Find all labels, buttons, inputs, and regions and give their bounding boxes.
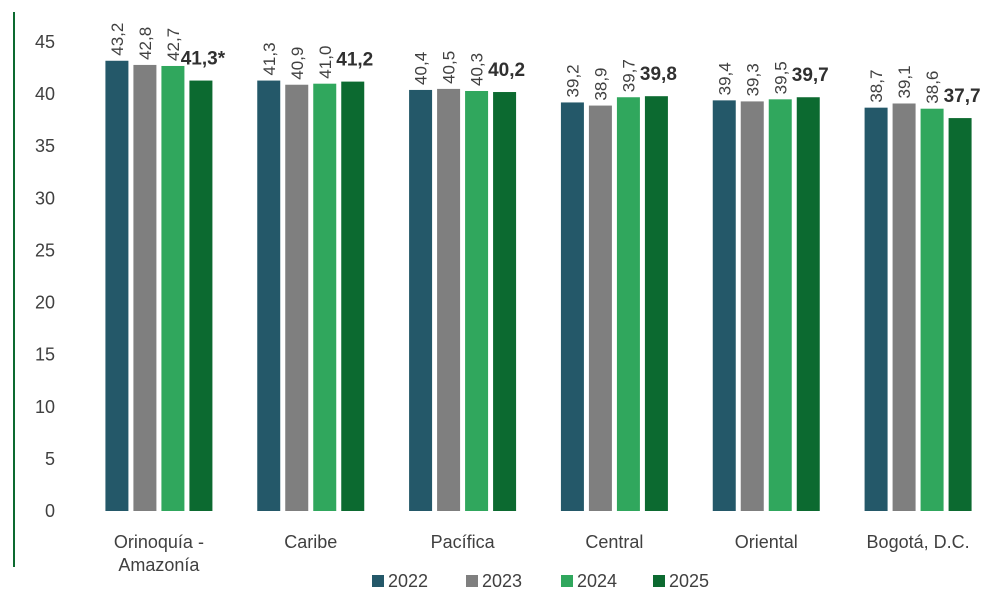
data-label: 39,3: [743, 63, 762, 96]
category-label: Amazonía: [118, 555, 200, 575]
legend-label: 2023: [482, 571, 522, 591]
data-label: 40,5: [440, 51, 459, 84]
category-label: Caribe: [284, 532, 337, 552]
y-tick-label: 20: [35, 293, 55, 313]
bar-2024: [313, 83, 337, 511]
data-label: 39,7: [619, 59, 638, 92]
data-label: 40,3: [468, 53, 487, 86]
y-tick-label: 5: [45, 449, 55, 469]
bar-2025: [796, 97, 820, 511]
y-tick-label: 0: [45, 501, 55, 521]
legend-swatch-2025: [653, 575, 665, 587]
data-label: 38,7: [867, 70, 886, 103]
data-label: 41,0: [316, 46, 335, 79]
data-label: 40,4: [412, 52, 431, 85]
bar-2023: [740, 101, 764, 511]
legend-label: 2025: [669, 571, 709, 591]
bar-2022: [409, 89, 433, 511]
bar-2022: [257, 80, 281, 511]
bar-2025: [341, 81, 365, 512]
data-label: 42,7: [164, 28, 183, 61]
legend-swatch-2024: [561, 575, 573, 587]
data-label: 41,3: [260, 42, 279, 75]
data-label: 38,6: [923, 71, 942, 104]
bar-2025: [948, 118, 972, 512]
bar-2023: [133, 64, 157, 511]
bar-2023: [588, 105, 612, 511]
bar-2024: [768, 99, 792, 512]
data-label: 39,2: [563, 64, 582, 97]
category-label: Orinoquía -: [114, 532, 204, 552]
data-label: 39,8: [640, 64, 677, 85]
y-tick-label: 25: [35, 240, 55, 260]
bar-2022: [864, 107, 888, 511]
data-label: 37,7: [944, 86, 981, 107]
bar-2025: [493, 92, 517, 511]
category-label: Bogotá, D.C.: [867, 532, 970, 552]
data-label: 41,2: [336, 50, 373, 71]
data-label: 41,3*: [181, 49, 226, 70]
data-label: 39,1: [895, 65, 914, 98]
y-tick-label: 35: [35, 136, 55, 156]
y-tick-label: 10: [35, 397, 55, 417]
bar-2023: [285, 84, 309, 511]
data-label: 38,9: [591, 67, 610, 100]
legend-swatch-2023: [466, 575, 478, 587]
bar-2023: [437, 88, 461, 512]
y-tick-label: 45: [35, 32, 55, 52]
category-label: Pacífica: [431, 532, 496, 552]
bar-2022: [712, 100, 736, 511]
data-label: 40,2: [488, 60, 525, 81]
bar-2025: [644, 96, 668, 511]
bar-2025: [189, 80, 213, 511]
bar-2024: [616, 97, 640, 511]
bar-2024: [920, 108, 944, 512]
legend-label: 2022: [388, 571, 428, 591]
bar-2024: [465, 90, 489, 512]
data-label: 40,9: [288, 47, 307, 80]
bar-2023: [892, 103, 916, 511]
bar-2024: [161, 65, 185, 512]
legend-swatch-2022: [372, 575, 384, 587]
data-label: 39,7: [792, 65, 829, 86]
category-label: Central: [585, 532, 643, 552]
y-tick-label: 15: [35, 345, 55, 365]
data-label: 42,8: [136, 27, 155, 60]
legend-label: 2024: [577, 571, 617, 591]
bar-2022: [105, 60, 129, 511]
y-tick-label: 40: [35, 84, 55, 104]
data-label: 39,5: [771, 61, 790, 94]
category-label: Oriental: [735, 532, 798, 552]
data-label: 43,2: [108, 23, 127, 56]
y-tick-label: 30: [35, 188, 55, 208]
bar-2022: [560, 102, 584, 512]
data-label: 39,4: [715, 62, 734, 95]
